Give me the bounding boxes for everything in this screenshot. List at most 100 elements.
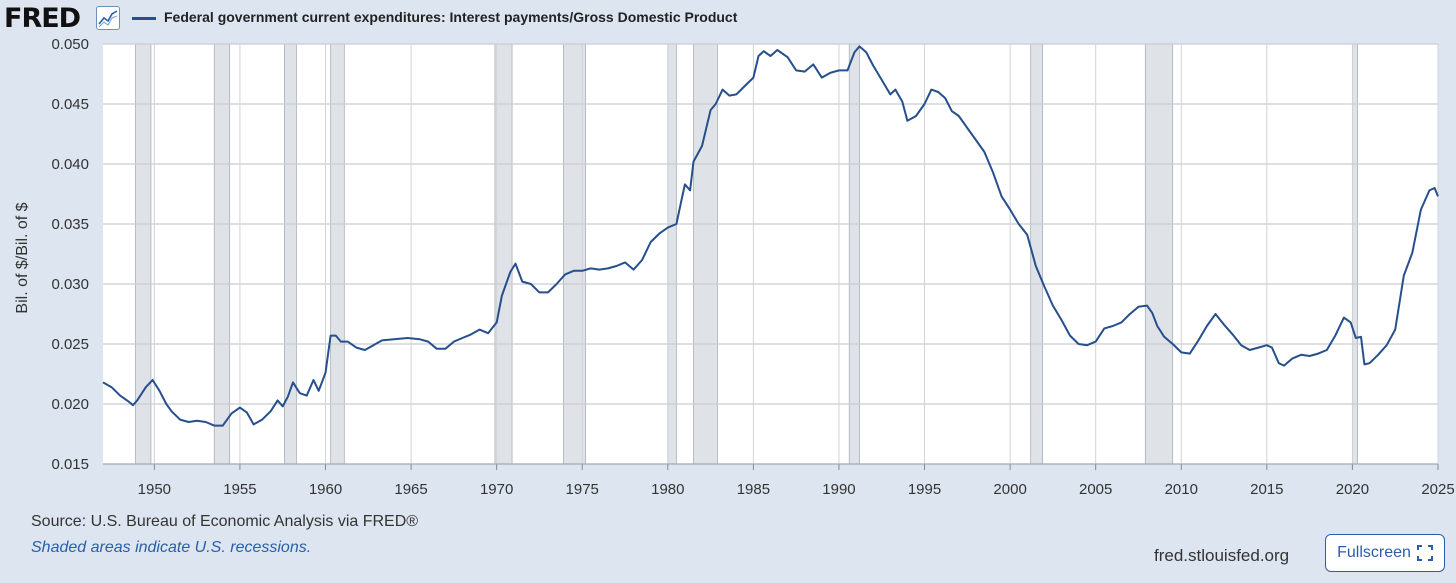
data-point[interactable] — [276, 398, 280, 402]
fred-logo[interactable]: FRED — [4, 3, 81, 34]
data-point[interactable] — [1111, 324, 1115, 328]
data-point[interactable] — [640, 258, 644, 262]
data-point[interactable] — [346, 340, 350, 344]
data-point[interactable] — [727, 94, 731, 98]
data-point[interactable] — [769, 54, 773, 58]
data-point[interactable] — [312, 378, 316, 382]
data-point[interactable] — [229, 412, 233, 416]
data-point[interactable] — [354, 346, 358, 350]
data-point[interactable] — [317, 389, 321, 393]
data-point[interactable] — [1239, 343, 1243, 347]
data-point[interactable] — [1349, 320, 1353, 324]
data-point[interactable] — [751, 76, 755, 80]
data-point[interactable] — [513, 262, 517, 266]
data-point[interactable] — [1085, 343, 1089, 347]
data-point[interactable] — [828, 71, 832, 75]
data-point[interactable] — [305, 394, 309, 398]
data-point[interactable] — [1419, 208, 1423, 212]
data-point[interactable] — [957, 114, 961, 118]
data-point[interactable] — [900, 100, 904, 104]
data-point[interactable] — [743, 84, 747, 88]
data-point[interactable] — [1017, 222, 1021, 226]
data-point[interactable] — [572, 269, 576, 273]
data-point[interactable] — [1282, 364, 1286, 368]
data-point[interactable] — [632, 268, 636, 272]
data-point[interactable] — [982, 150, 986, 154]
data-point[interactable] — [334, 334, 338, 338]
data-point[interactable] — [721, 88, 725, 92]
data-point[interactable] — [135, 398, 139, 402]
data-point[interactable] — [520, 280, 524, 284]
data-point[interactable] — [1299, 353, 1303, 357]
data-point[interactable] — [1196, 338, 1200, 342]
data-point[interactable] — [529, 282, 533, 286]
data-point[interactable] — [674, 222, 678, 226]
data-point[interactable] — [1059, 318, 1063, 322]
data-point[interactable] — [1128, 312, 1132, 316]
data-point[interactable] — [1231, 332, 1235, 336]
data-point[interactable] — [1077, 342, 1081, 346]
data-point[interactable] — [1277, 361, 1281, 365]
data-point[interactable] — [178, 418, 182, 422]
fullscreen-button[interactable]: Fullscreen — [1325, 534, 1445, 572]
data-point[interactable] — [1362, 362, 1366, 366]
data-point[interactable] — [537, 290, 541, 294]
data-point[interactable] — [157, 389, 161, 393]
data-point[interactable] — [1119, 320, 1123, 324]
data-point[interactable] — [324, 371, 328, 375]
data-point[interactable] — [1291, 356, 1295, 360]
data-point[interactable] — [204, 420, 208, 424]
data-point[interactable] — [221, 424, 225, 428]
data-point[interactable] — [1316, 352, 1320, 356]
data-point[interactable] — [110, 385, 114, 389]
data-point[interactable] — [858, 44, 862, 48]
data-point[interactable] — [1171, 342, 1175, 346]
data-point[interactable] — [606, 266, 610, 270]
data-point[interactable] — [281, 404, 285, 408]
data-point[interactable] — [649, 240, 653, 244]
data-point[interactable] — [435, 347, 439, 351]
data-point[interactable] — [589, 266, 593, 270]
data-point[interactable] — [469, 332, 473, 336]
data-point[interactable] — [943, 96, 947, 100]
data-point[interactable] — [1051, 304, 1055, 308]
data-point[interactable] — [852, 50, 856, 54]
data-point[interactable] — [195, 419, 199, 423]
data-point[interactable] — [1359, 335, 1363, 339]
data-point[interactable] — [1034, 264, 1038, 268]
data-point[interactable] — [762, 49, 766, 53]
data-point[interactable] — [1145, 304, 1149, 308]
data-point[interactable] — [1179, 350, 1183, 354]
data-point[interactable] — [131, 403, 135, 407]
data-point[interactable] — [846, 68, 850, 72]
data-point[interactable] — [212, 424, 216, 428]
data-point[interactable] — [1270, 346, 1274, 350]
data-point[interactable] — [700, 144, 704, 148]
data-point[interactable] — [1214, 312, 1218, 316]
site-link[interactable]: fred.stlouisfed.org — [1154, 546, 1290, 565]
data-point[interactable] — [546, 290, 550, 294]
data-point[interactable] — [1325, 348, 1329, 352]
data-point[interactable] — [597, 268, 601, 272]
data-point[interactable] — [757, 54, 761, 58]
data-point[interactable] — [478, 328, 482, 332]
data-point[interactable] — [508, 270, 512, 274]
data-point[interactable] — [1256, 346, 1260, 350]
data-point[interactable] — [965, 126, 969, 130]
data-point[interactable] — [495, 320, 499, 324]
data-point[interactable] — [893, 88, 897, 92]
data-point[interactable] — [127, 400, 131, 404]
data-point[interactable] — [680, 198, 684, 202]
data-point[interactable] — [151, 378, 155, 382]
data-point[interactable] — [950, 109, 954, 113]
data-point[interactable] — [794, 68, 798, 72]
data-point[interactable] — [1102, 326, 1106, 330]
data-point[interactable] — [1427, 188, 1431, 192]
data-point[interactable] — [563, 272, 567, 276]
data-point[interactable] — [1162, 335, 1166, 339]
data-point[interactable] — [1393, 328, 1397, 332]
data-point[interactable] — [371, 343, 375, 347]
data-point[interactable] — [888, 92, 892, 96]
data-point[interactable] — [406, 336, 410, 340]
data-point[interactable] — [1368, 361, 1372, 365]
